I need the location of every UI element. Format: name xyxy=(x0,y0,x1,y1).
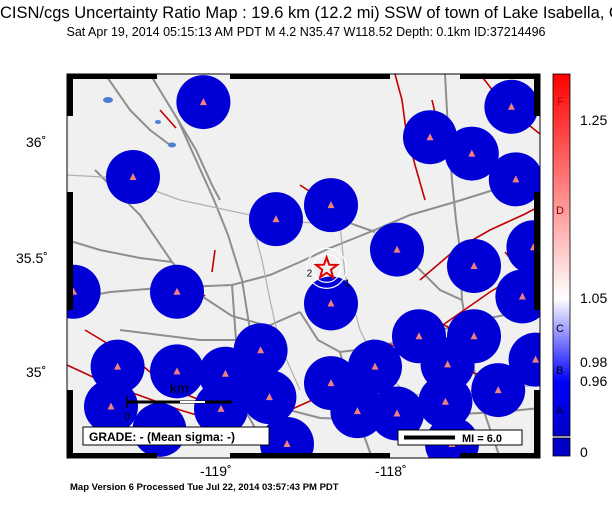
grade-c: C xyxy=(556,323,564,335)
station-triangle-icon xyxy=(507,102,515,110)
road xyxy=(104,74,171,146)
station-triangle-icon xyxy=(173,287,181,295)
scale-bar-unit: km xyxy=(170,380,189,396)
station-blob-30 xyxy=(495,269,540,324)
station-triangle-icon xyxy=(393,245,401,253)
station-triangle-icon xyxy=(199,98,207,106)
station-triangle-icon xyxy=(107,402,115,410)
station-triangle-icon xyxy=(173,367,181,375)
lon-label-118: -118˚ xyxy=(375,463,407,479)
station-triangle-icon xyxy=(532,355,540,363)
station-triangle-icon xyxy=(441,397,449,405)
epicenter-group: 2 1 xyxy=(306,247,351,289)
station-triangle-icon xyxy=(221,369,229,377)
station-triangle-icon xyxy=(518,292,526,300)
lake xyxy=(103,97,113,103)
colorbar-tick-0-98: 0.98 xyxy=(580,354,607,370)
event-subtitle: Sat Apr 19, 2014 05:15:13 AM PDT M 4.2 N… xyxy=(66,25,546,39)
grade-text: GRADE: - (Mean sigma: -) xyxy=(89,430,235,444)
lake xyxy=(155,120,161,124)
station-triangle-icon xyxy=(468,149,476,157)
grade-d: D xyxy=(556,205,564,217)
grade-box-frame xyxy=(82,426,270,446)
contour-label-1: 1 xyxy=(345,278,351,289)
grade-a: A xyxy=(556,405,564,417)
station-triangle-icon xyxy=(129,173,137,181)
station-blob-22 xyxy=(506,220,540,275)
colorbar-gradient xyxy=(552,73,571,437)
grade-box: GRADE: - (Mean sigma: -) xyxy=(82,426,270,446)
contour-2 xyxy=(306,247,348,289)
lat-label-36: 36˚ xyxy=(26,134,46,150)
epicenter-star-icon xyxy=(313,254,340,280)
station-triangle-icon xyxy=(393,409,401,417)
colorbar-tick-1-25: 1.25 xyxy=(580,112,607,128)
station-triangle-icon xyxy=(444,360,452,368)
colorbar-tick-1-05: 1.05 xyxy=(580,290,607,306)
station-triangle-icon xyxy=(265,393,273,401)
station-blob-11 xyxy=(260,416,314,458)
station-triangle-icon xyxy=(327,299,335,307)
station-triangle-icon xyxy=(327,201,335,209)
mi-legend-text: MI = 6.0 xyxy=(462,433,502,445)
station-blob-2 xyxy=(67,264,101,319)
colorbar: F D C B A 1.25 1.05 0.98 0.96 0 xyxy=(552,73,607,460)
road xyxy=(67,239,173,263)
scale-bar: km 0 xyxy=(124,380,232,423)
map-title: CISN/cgs Uncertainty Ratio Map : 19.6 km… xyxy=(0,4,612,22)
station-triangle-icon xyxy=(470,262,478,269)
lon-label-119: -119˚ xyxy=(200,463,232,479)
station-triangle-icon xyxy=(426,133,434,141)
map-version-footer: Map Version 6 Processed Tue Jul 22, 2014… xyxy=(70,482,339,493)
colorbar-tick-0-96: 0.96 xyxy=(580,373,607,389)
station-triangle-icon xyxy=(415,332,423,340)
contour-label-2: 2 xyxy=(307,268,313,279)
fault xyxy=(211,249,216,273)
road xyxy=(177,119,221,201)
lake xyxy=(168,142,176,148)
station-triangle-icon xyxy=(327,379,335,387)
road xyxy=(119,329,236,341)
lat-label-35-5: 35.5˚ xyxy=(16,250,48,266)
lat-label-35: 35˚ xyxy=(26,364,46,380)
station-triangle-icon xyxy=(494,386,502,394)
station-triangle-icon xyxy=(217,404,225,412)
map-panel: 2 1 km 0 GRADE: - (Mean sigma: -) MI = 6… xyxy=(67,74,540,458)
station-triangle-icon xyxy=(114,362,122,370)
colorbar-zero-swatch xyxy=(552,437,571,457)
station-blob-29 xyxy=(508,332,540,387)
scale-bar-zero: 0 xyxy=(124,411,130,423)
station-triangle-icon xyxy=(257,346,265,354)
county-line xyxy=(249,214,301,391)
colorbar-tick-0: 0 xyxy=(580,444,588,460)
fault xyxy=(419,205,540,281)
station-triangle-icon xyxy=(512,175,520,183)
map-frame xyxy=(66,73,541,459)
station-triangle-icon xyxy=(272,215,280,223)
station-triangle-icon xyxy=(371,362,379,370)
mi-legend: MI = 6.0 xyxy=(397,429,523,446)
grade-f: F xyxy=(557,96,564,108)
station-triangle-icon xyxy=(470,332,478,340)
fault xyxy=(159,109,177,129)
mi-legend-frame xyxy=(397,429,523,446)
station-triangle-icon xyxy=(283,439,291,447)
grade-b: B xyxy=(556,365,563,377)
station-triangle-icon xyxy=(353,407,361,415)
